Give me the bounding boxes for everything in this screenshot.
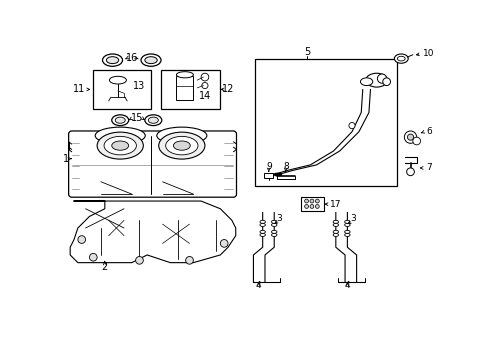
Circle shape (78, 236, 86, 243)
Ellipse shape (159, 132, 205, 159)
Polygon shape (70, 201, 236, 263)
Circle shape (202, 82, 208, 89)
Text: 7: 7 (426, 163, 432, 172)
Circle shape (186, 256, 194, 264)
Ellipse shape (115, 117, 125, 123)
Ellipse shape (344, 220, 350, 223)
Circle shape (136, 256, 144, 264)
Circle shape (316, 199, 319, 203)
Text: 2: 2 (102, 261, 108, 271)
Text: 3: 3 (351, 214, 356, 223)
Text: 3: 3 (277, 214, 283, 223)
Text: 5: 5 (304, 48, 311, 58)
Text: 4: 4 (344, 281, 350, 290)
Ellipse shape (271, 230, 277, 233)
Text: 16: 16 (125, 53, 138, 63)
Ellipse shape (109, 76, 126, 84)
Ellipse shape (97, 132, 143, 159)
Text: 9: 9 (266, 162, 272, 171)
Text: 15: 15 (131, 113, 144, 123)
Ellipse shape (271, 233, 277, 237)
Circle shape (404, 131, 416, 143)
Ellipse shape (397, 56, 405, 61)
Ellipse shape (333, 220, 339, 223)
Circle shape (408, 134, 414, 140)
Ellipse shape (106, 57, 119, 64)
Bar (264, 172, 273, 178)
Ellipse shape (271, 220, 277, 223)
Circle shape (310, 204, 314, 208)
Ellipse shape (141, 54, 161, 66)
Ellipse shape (271, 223, 277, 226)
Ellipse shape (173, 141, 190, 150)
Bar (301, 197, 324, 211)
Text: 4: 4 (256, 281, 262, 290)
Ellipse shape (112, 115, 129, 126)
Ellipse shape (333, 233, 339, 237)
Ellipse shape (145, 115, 162, 126)
Ellipse shape (260, 223, 266, 226)
Circle shape (349, 122, 355, 129)
Ellipse shape (148, 117, 158, 123)
Bar (176, 76, 194, 100)
Ellipse shape (260, 220, 266, 223)
Circle shape (310, 199, 314, 203)
Bar (93, 70, 151, 109)
Ellipse shape (344, 233, 350, 237)
Circle shape (305, 204, 309, 208)
Ellipse shape (102, 54, 122, 66)
Ellipse shape (366, 73, 388, 87)
Ellipse shape (145, 57, 157, 64)
Ellipse shape (157, 127, 207, 144)
Circle shape (316, 204, 319, 208)
Text: 11: 11 (74, 84, 86, 94)
Text: 17: 17 (330, 200, 342, 209)
Text: 13: 13 (133, 81, 145, 91)
Bar (161, 70, 220, 109)
Ellipse shape (333, 223, 339, 226)
Circle shape (89, 253, 97, 261)
Bar (255, 59, 397, 186)
Circle shape (305, 199, 309, 203)
Text: 6: 6 (426, 127, 432, 136)
Ellipse shape (95, 127, 145, 144)
Circle shape (220, 239, 228, 247)
Ellipse shape (344, 223, 350, 226)
Ellipse shape (344, 230, 350, 233)
Circle shape (377, 74, 387, 83)
Text: 12: 12 (222, 84, 234, 94)
Ellipse shape (361, 78, 373, 86)
Text: 1: 1 (63, 154, 70, 164)
Ellipse shape (394, 54, 408, 63)
FancyBboxPatch shape (69, 131, 237, 197)
Text: 14: 14 (199, 91, 211, 100)
Circle shape (383, 78, 391, 86)
Ellipse shape (260, 230, 266, 233)
Circle shape (201, 73, 209, 81)
Ellipse shape (176, 72, 194, 78)
Text: 10: 10 (423, 49, 434, 58)
Ellipse shape (104, 136, 136, 155)
Ellipse shape (260, 233, 266, 237)
Circle shape (407, 168, 415, 176)
Circle shape (413, 137, 420, 145)
Ellipse shape (112, 141, 129, 150)
Ellipse shape (166, 136, 198, 155)
Ellipse shape (333, 230, 339, 233)
Text: 8: 8 (283, 162, 289, 171)
